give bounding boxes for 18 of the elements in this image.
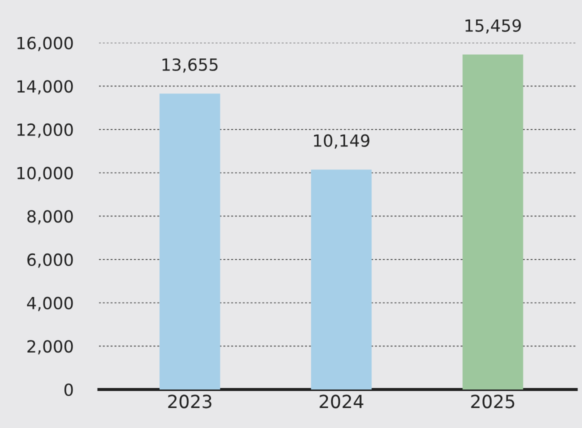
y-tick-label: 4,000 xyxy=(27,296,73,312)
x-tick-label: 2024 xyxy=(320,394,364,408)
y-tick-label: 0 xyxy=(64,383,73,396)
y-tick-label: 2,000 xyxy=(27,340,73,354)
bar xyxy=(311,170,372,390)
x-tick-label: 2025 xyxy=(471,394,514,408)
data-label: 15,459 xyxy=(466,19,521,34)
bar xyxy=(462,54,524,390)
x-tick-label: 2023 xyxy=(168,394,212,408)
y-tick-label: 14,000 xyxy=(17,80,73,94)
y-tick-label: 10,000 xyxy=(17,166,73,182)
y-tick-label: 12,000 xyxy=(17,123,73,138)
data-label: 10,149 xyxy=(314,134,370,149)
bar xyxy=(160,94,220,390)
y-tick-label: 6,000 xyxy=(27,253,73,268)
data-label: 13,655 xyxy=(162,58,218,73)
y-tick-label: 16,000 xyxy=(17,36,73,52)
y-tick-label: 8,000 xyxy=(27,210,73,224)
